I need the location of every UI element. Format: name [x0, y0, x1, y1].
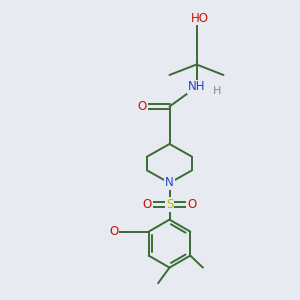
Text: NH: NH: [188, 80, 206, 94]
Text: O: O: [138, 100, 147, 113]
Text: O: O: [143, 198, 152, 211]
Text: H: H: [213, 86, 222, 97]
Text: O: O: [187, 198, 196, 211]
Text: N: N: [165, 176, 174, 190]
Text: S: S: [166, 198, 173, 211]
Text: O: O: [109, 225, 118, 238]
Text: HO: HO: [190, 11, 208, 25]
